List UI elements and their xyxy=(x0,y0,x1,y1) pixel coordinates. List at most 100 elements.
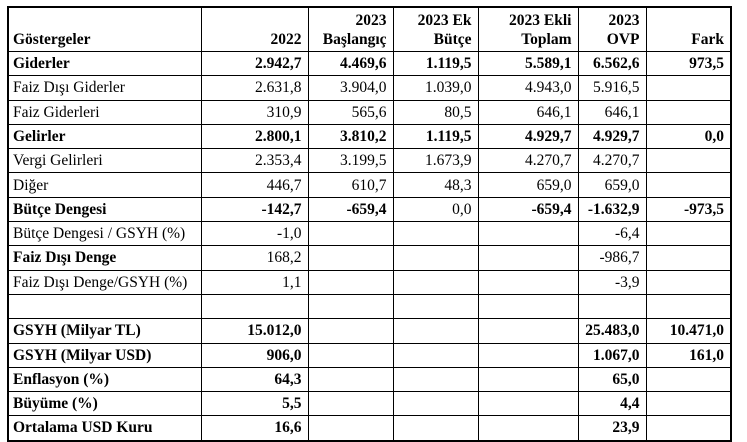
value-cell: 2.800,1 xyxy=(200,123,309,150)
value-cell: 64,3 xyxy=(200,366,309,393)
value-cell: 4.469,6 xyxy=(307,50,394,77)
table-row: Gelirler 2.800,1 3.810,2 1.119,5 4.929,7 4.92… xyxy=(7,123,732,150)
row-label: Büyüme (%) xyxy=(7,391,202,417)
value-cell xyxy=(307,391,394,417)
value-cell: 161,0 xyxy=(645,342,732,368)
table-header: Göstergeler 2022 2023 Başlangıç 2023 Ek Büt… xyxy=(7,6,732,52)
value-cell: 906,0 xyxy=(200,342,309,368)
value-cell: 16,6 xyxy=(200,415,309,442)
value-cell xyxy=(307,366,394,393)
row-label: Ortalama USD Kuru xyxy=(7,415,202,442)
table-row: Giderler 2.942,7 4.469,6 1.119,5 5.589,1 6.56… xyxy=(7,50,732,77)
value-cell: 0,0 xyxy=(645,123,732,150)
value-cell: 80,5 xyxy=(392,99,479,125)
value-cell: 25.483,0 xyxy=(577,318,647,344)
value-cell: 565,6 xyxy=(307,99,394,125)
value-cell: 1.067,0 xyxy=(577,342,647,368)
value-cell: 646,1 xyxy=(477,99,579,125)
table-body: Giderler 2.942,7 4.469,6 1.119,5 5.589,1 6.56… xyxy=(7,50,732,442)
value-cell xyxy=(645,221,732,247)
value-cell xyxy=(645,391,732,417)
table-row: Faiz Dışı Denge 168,2 -986,7 xyxy=(7,245,732,271)
value-cell xyxy=(307,245,394,271)
value-cell: 2.942,7 xyxy=(200,50,309,77)
value-cell: 1.673,9 xyxy=(392,148,479,174)
value-cell xyxy=(645,245,732,271)
column-header: 2023 OVP xyxy=(577,6,647,52)
table-row: Faiz Dışı Giderler 2.631,8 3.904,0 1.039,0 4… xyxy=(7,75,732,101)
value-cell xyxy=(645,75,732,101)
column-header: 2023 Ek Bütçe xyxy=(392,6,479,52)
table-row: Faiz Dışı Denge/GSYH (%) 1,1 -3,9 xyxy=(7,269,732,295)
table-row: Bütçe Dengesi -142,7 -659,4 0,0 -659,4 -1.632… xyxy=(7,196,732,223)
column-header: 2023 Başlangıç xyxy=(307,6,394,52)
value-cell: -142,7 xyxy=(200,196,309,223)
value-cell: -659,4 xyxy=(307,196,394,223)
value-cell: -1.632,9 xyxy=(577,196,647,223)
value-cell xyxy=(477,366,579,393)
value-cell: 4.270,7 xyxy=(477,148,579,174)
value-cell: 168,2 xyxy=(200,245,309,271)
row-label: Faiz Dışı Giderler xyxy=(7,75,202,101)
value-cell: 2.631,8 xyxy=(200,75,309,101)
value-cell: 446,7 xyxy=(200,172,309,198)
value-cell xyxy=(200,293,309,320)
value-cell xyxy=(645,366,732,393)
row-label: Faiz Dışı Denge/GSYH (%) xyxy=(7,269,202,295)
row-label: Bütçe Dengesi / GSYH (%) xyxy=(7,221,202,247)
row-label: Gelirler xyxy=(7,123,202,150)
column-header: 2023 Ekli Toplam xyxy=(477,6,579,52)
value-cell xyxy=(645,293,732,320)
value-cell: -973,5 xyxy=(645,196,732,223)
value-cell xyxy=(477,415,579,442)
value-cell: 310,9 xyxy=(200,99,309,125)
value-cell xyxy=(477,269,579,295)
value-cell xyxy=(645,148,732,174)
value-cell: -6,4 xyxy=(577,221,647,247)
value-cell xyxy=(645,99,732,125)
value-cell: 4,4 xyxy=(577,391,647,417)
value-cell xyxy=(645,415,732,442)
value-cell: 646,1 xyxy=(577,99,647,125)
value-cell: 4.929,7 xyxy=(577,123,647,150)
header-row: Göstergeler 2022 2023 Başlangıç 2023 Ek Büt… xyxy=(7,6,732,52)
value-cell xyxy=(577,293,647,320)
row-label xyxy=(7,293,202,320)
table-row: GSYH (Milyar USD) 906,0 1.067,0 161,0 xyxy=(7,342,732,368)
value-cell: 659,0 xyxy=(477,172,579,198)
row-label: Enflasyon (%) xyxy=(7,366,202,393)
value-cell xyxy=(392,293,479,320)
row-label: Faiz Giderleri xyxy=(7,99,202,125)
value-cell: 610,7 xyxy=(307,172,394,198)
value-cell xyxy=(392,391,479,417)
row-label: Vergi Gelirleri xyxy=(7,148,202,174)
value-cell: 5.916,5 xyxy=(577,75,647,101)
value-cell xyxy=(392,318,479,344)
table-row: GSYH (Milyar TL) 15.012,0 25.483,0 10.471,0 xyxy=(7,318,732,344)
value-cell: 15.012,0 xyxy=(200,318,309,344)
value-cell: 973,5 xyxy=(645,50,732,77)
value-cell xyxy=(477,391,579,417)
value-cell: 65,0 xyxy=(577,366,647,393)
table-row xyxy=(7,293,732,320)
table-row: Bütçe Dengesi / GSYH (%) -1,0 -6,4 xyxy=(7,221,732,247)
value-cell: 1.039,0 xyxy=(392,75,479,101)
value-cell: 4.270,7 xyxy=(577,148,647,174)
column-header-gostergeler: Göstergeler xyxy=(7,6,202,52)
value-cell: 3.810,2 xyxy=(307,123,394,150)
column-header: Fark xyxy=(645,6,732,52)
value-cell xyxy=(307,293,394,320)
value-cell xyxy=(307,342,394,368)
value-cell xyxy=(307,318,394,344)
value-cell xyxy=(477,221,579,247)
table-row: Vergi Gelirleri 2.353,4 3.199,5 1.673,9 4.27… xyxy=(7,148,732,174)
value-cell xyxy=(392,221,479,247)
table-row: Büyüme (%) 5,5 4,4 xyxy=(7,391,732,417)
value-cell xyxy=(645,172,732,198)
value-cell: -3,9 xyxy=(577,269,647,295)
value-cell xyxy=(477,245,579,271)
row-label: GSYH (Milyar USD) xyxy=(7,342,202,368)
value-cell: 23,9 xyxy=(577,415,647,442)
row-label: Bütçe Dengesi xyxy=(7,196,202,223)
